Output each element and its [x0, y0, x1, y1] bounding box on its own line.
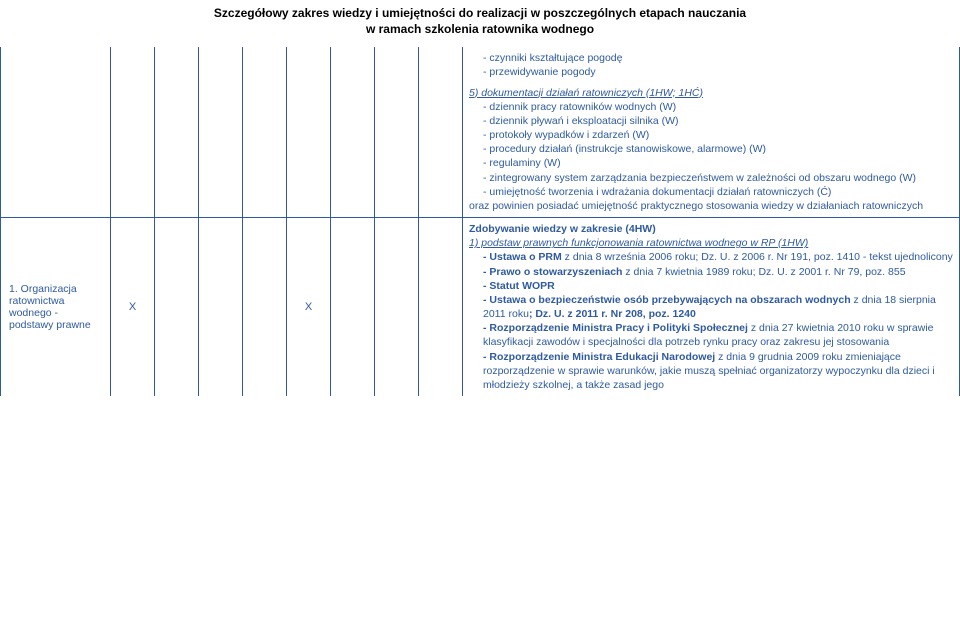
header-line2: w ramach szkolenia ratownika wodnego [366, 22, 594, 36]
cell-empty [199, 218, 243, 397]
cell-top-content: - czynniki kształtujące pogodę - przewid… [463, 47, 960, 217]
z-p1: 1) podstaw prawnych funkcjonowania ratow… [469, 237, 808, 249]
z-u6: - Rozporządzenie Ministra Edukacji Narod… [469, 350, 953, 393]
page-header: Szczegółowy zakres wiedzy i umiejętności… [0, 0, 960, 47]
z-u5: - Rozporządzenie Ministra Pracy i Polity… [469, 321, 953, 349]
z-u3: - Statut WOPR [469, 279, 953, 293]
cell-x-2: X [287, 218, 331, 397]
row-label: 1. Organizacja ratownictwa wodnego - pod… [1, 218, 111, 397]
z-head: Zdobywanie wiedzy w zakresie (4HW) [469, 223, 656, 235]
cell-empty [243, 218, 287, 397]
z-u2: - Prawo o stowarzyszeniach z dnia 7 kwie… [469, 265, 953, 279]
table-row-top: - czynniki kształtujące pogodę - przewid… [1, 47, 960, 217]
cell-x-1: X [111, 218, 155, 397]
cell-main-content: Zdobywanie wiedzy w zakresie (4HW) 1) po… [463, 218, 960, 397]
cell-empty [199, 47, 243, 217]
top-line2: - przewidywanie pogody [469, 65, 953, 79]
sec5-l7: - umiejętność tworzenia i wdrażania doku… [469, 185, 953, 199]
z-u4: - Ustawa o bezpieczeństwie osób przebywa… [469, 293, 953, 321]
sec5-l3: - protokoły wypadków i zdarzeń (W) [469, 128, 953, 142]
cell-empty [331, 47, 375, 217]
cell-empty [375, 218, 419, 397]
top-line1: - czynniki kształtujące pogodę [469, 51, 953, 65]
cell-empty [1, 47, 111, 217]
z-u1: - Ustawa o PRM z dnia 8 września 2006 ro… [469, 250, 953, 264]
cell-empty [375, 47, 419, 217]
cell-empty [287, 47, 331, 217]
sec5-l6: - zintegrowany system zarządzania bezpie… [469, 171, 953, 185]
sec5-tail: oraz powinien posiadać umiejętność prakt… [469, 200, 923, 212]
sec5-l2: - dziennik pływań i eksploatacji silnika… [469, 114, 953, 128]
sec5-head: 5) dokumentacji działań ratowniczych (1H… [469, 87, 703, 99]
sec5-l4: - procedury działań (instrukcje stanowis… [469, 142, 953, 156]
cell-empty [419, 47, 463, 217]
sec5-l5: - regulaminy (W) [469, 156, 953, 170]
sec5-l1: - dziennik pracy ratowników wodnych (W) [469, 100, 953, 114]
cell-empty [155, 218, 199, 397]
cell-empty [111, 47, 155, 217]
curriculum-table: - czynniki kształtujące pogodę - przewid… [0, 47, 960, 396]
cell-empty [155, 47, 199, 217]
table-row-main: 1. Organizacja ratownictwa wodnego - pod… [1, 218, 960, 397]
header-line1: Szczegółowy zakres wiedzy i umiejętności… [214, 6, 746, 20]
cell-empty [243, 47, 287, 217]
spacer [469, 80, 953, 86]
cell-empty [331, 218, 375, 397]
cell-empty [419, 218, 463, 397]
